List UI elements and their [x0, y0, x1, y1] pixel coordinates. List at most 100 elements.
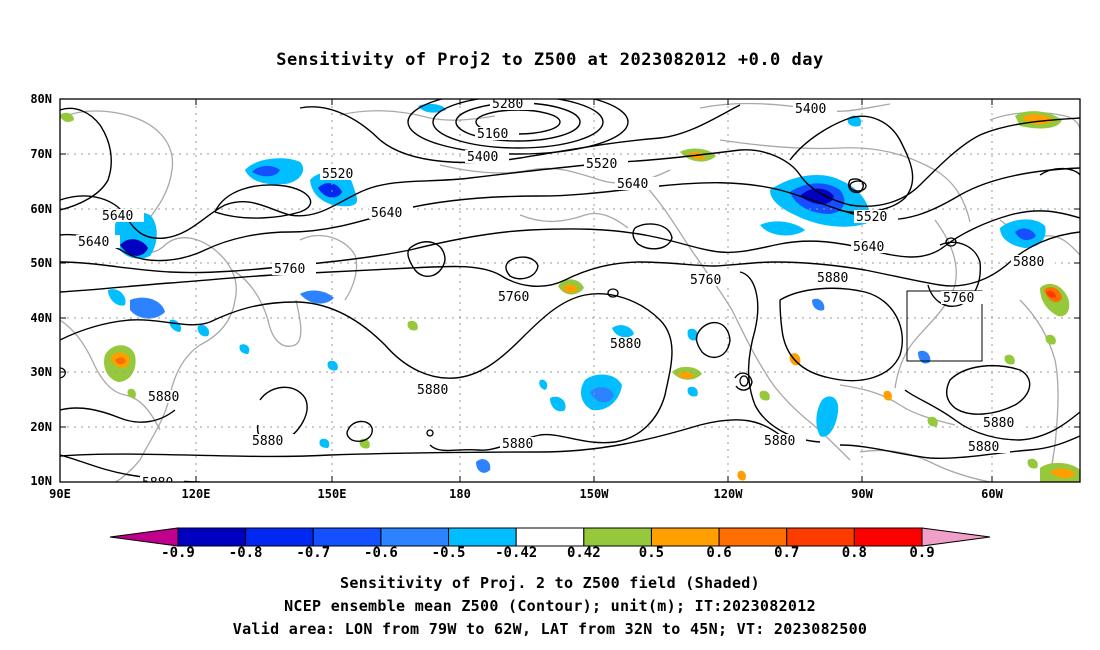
- svg-text:5880: 5880: [817, 271, 848, 286]
- svg-text:5880: 5880: [252, 434, 283, 449]
- contour-label-5520: 5520: [854, 210, 898, 225]
- contour-label-5640: 5640: [851, 240, 895, 255]
- lon-label: 60W: [981, 487, 1003, 501]
- contour-label-5880: 5880: [966, 440, 1010, 455]
- svg-text:5880: 5880: [968, 440, 999, 455]
- lon-label: 120E: [181, 487, 211, 501]
- colorbar-segment: [515, 527, 585, 547]
- caption-shaded: Sensitivity of Proj. 2 to Z500 field (Sh…: [340, 574, 760, 592]
- caption-valid-area: Valid area: LON from 79W to 62W, LAT fro…: [232, 620, 868, 638]
- contour-label-5640: 5640: [369, 206, 413, 221]
- grid-lines: [60, 99, 1080, 482]
- svg-text:5520: 5520: [856, 210, 887, 225]
- svg-text:5160: 5160: [477, 127, 508, 142]
- colorbar-tick-label: -0.8: [228, 545, 263, 561]
- contour-label-5880: 5880: [762, 434, 806, 449]
- lon-label: 90W: [851, 487, 873, 501]
- lon-label: 150E: [317, 487, 347, 501]
- contour-label-5760: 5760: [688, 273, 732, 288]
- svg-text:5880: 5880: [502, 437, 533, 452]
- contour-label-5400: 5400: [465, 150, 509, 165]
- svg-text:5640: 5640: [371, 206, 402, 221]
- svg-text:5880: 5880: [417, 383, 448, 398]
- lat-label: 20N: [30, 420, 52, 434]
- colorbar-segment: [718, 527, 788, 547]
- lat-label: 60N: [30, 202, 52, 216]
- svg-text:5280: 5280: [492, 97, 523, 112]
- contour-label-5880: 5880: [140, 476, 184, 491]
- colorbar-low-arrow: [109, 527, 179, 547]
- svg-text:5640: 5640: [617, 177, 648, 192]
- contour-label-5880: 5880: [250, 434, 294, 449]
- lat-label: 30N: [30, 365, 52, 379]
- contour-label-5640: 5640: [100, 209, 144, 224]
- sensitivity-shading: [60, 103, 1080, 482]
- lat-label: 80N: [30, 92, 52, 106]
- colorbar-segment: [650, 527, 720, 547]
- contour-label-5520: 5520: [584, 157, 628, 172]
- colorbar-segment: [312, 527, 382, 547]
- colorbar-tick-label: -0.9: [161, 545, 195, 561]
- svg-text:5880: 5880: [1013, 255, 1044, 270]
- contour-labels: 5280 5160 5400 5400 5520 5520 5520 5640 …: [76, 97, 1055, 491]
- colorbar-segment: [380, 527, 450, 547]
- lat-label: 70N: [30, 147, 52, 161]
- svg-text:5520: 5520: [322, 167, 353, 182]
- svg-text:5880: 5880: [764, 434, 795, 449]
- svg-text:5880: 5880: [610, 337, 641, 352]
- colorbar: [109, 527, 991, 547]
- contour-label-5280: 5280: [490, 97, 534, 112]
- colorbar-segment: [786, 527, 855, 547]
- svg-text:5400: 5400: [467, 150, 498, 165]
- colorbar-tick-label: -0.6: [364, 545, 398, 561]
- svg-text:5400: 5400: [795, 102, 826, 117]
- svg-text:5760: 5760: [498, 290, 529, 305]
- svg-text:5520: 5520: [586, 157, 617, 172]
- svg-text:5640: 5640: [102, 209, 133, 224]
- colorbar-tick-label: -0.42: [495, 545, 538, 561]
- svg-text:5880: 5880: [983, 416, 1014, 431]
- contour-label-5880: 5880: [815, 271, 859, 286]
- contour-label-5640: 5640: [76, 235, 120, 250]
- colorbar-segment: [245, 527, 314, 547]
- lon-label: 180: [449, 487, 471, 501]
- svg-text:5880: 5880: [148, 390, 179, 405]
- colorbar-tick-label: 0.6: [706, 545, 732, 561]
- colorbar-segment: [448, 527, 517, 547]
- colorbar-tick-label: -0.7: [296, 545, 331, 561]
- contour-label-5880: 5880: [415, 383, 459, 398]
- caption-contour: NCEP ensemble mean Z500 (Contour); unit(…: [284, 597, 816, 615]
- colorbar-segment: [583, 527, 652, 547]
- colorbar-segment: [177, 527, 247, 547]
- lat-label: 40N: [30, 311, 52, 325]
- contour-label-5400: 5400: [793, 102, 837, 117]
- contour-label-5760: 5760: [272, 262, 316, 277]
- colorbar-high-arrow: [921, 527, 991, 547]
- contour-label-5880: 5880: [608, 337, 652, 352]
- lon-label: 150W: [579, 487, 609, 501]
- contour-label-5880: 5880: [146, 390, 190, 405]
- colorbar-tick-label: 0.8: [841, 545, 867, 561]
- map-frame: [59, 98, 1081, 483]
- contour-label-5520: 5520: [320, 167, 364, 182]
- svg-text:5640: 5640: [853, 240, 884, 255]
- colorbar-segment: [853, 527, 923, 547]
- colorbar-tick-label: 0.9: [909, 545, 935, 561]
- lat-label: 10N: [30, 474, 52, 488]
- axis-ticks: [60, 99, 1080, 482]
- svg-text:5880: 5880: [142, 476, 173, 491]
- svg-text:5640: 5640: [78, 235, 109, 250]
- contour-label-5880: 5880: [500, 437, 544, 452]
- svg-text:5760: 5760: [943, 291, 974, 306]
- contour-label-5160: 5160: [475, 127, 519, 142]
- contour-label-5640: 5640: [615, 177, 659, 192]
- lon-label: 120W: [713, 487, 743, 501]
- contour-label-5880: 5880: [981, 416, 1025, 431]
- svg-text:5760: 5760: [690, 273, 721, 288]
- colorbar-tick-label: -0.5: [431, 545, 466, 561]
- lon-label: 90E: [49, 487, 71, 501]
- contour-label-5760: 5760: [941, 291, 985, 306]
- colorbar-tick-label: 0.5: [638, 545, 665, 561]
- svg-text:5760: 5760: [274, 262, 305, 277]
